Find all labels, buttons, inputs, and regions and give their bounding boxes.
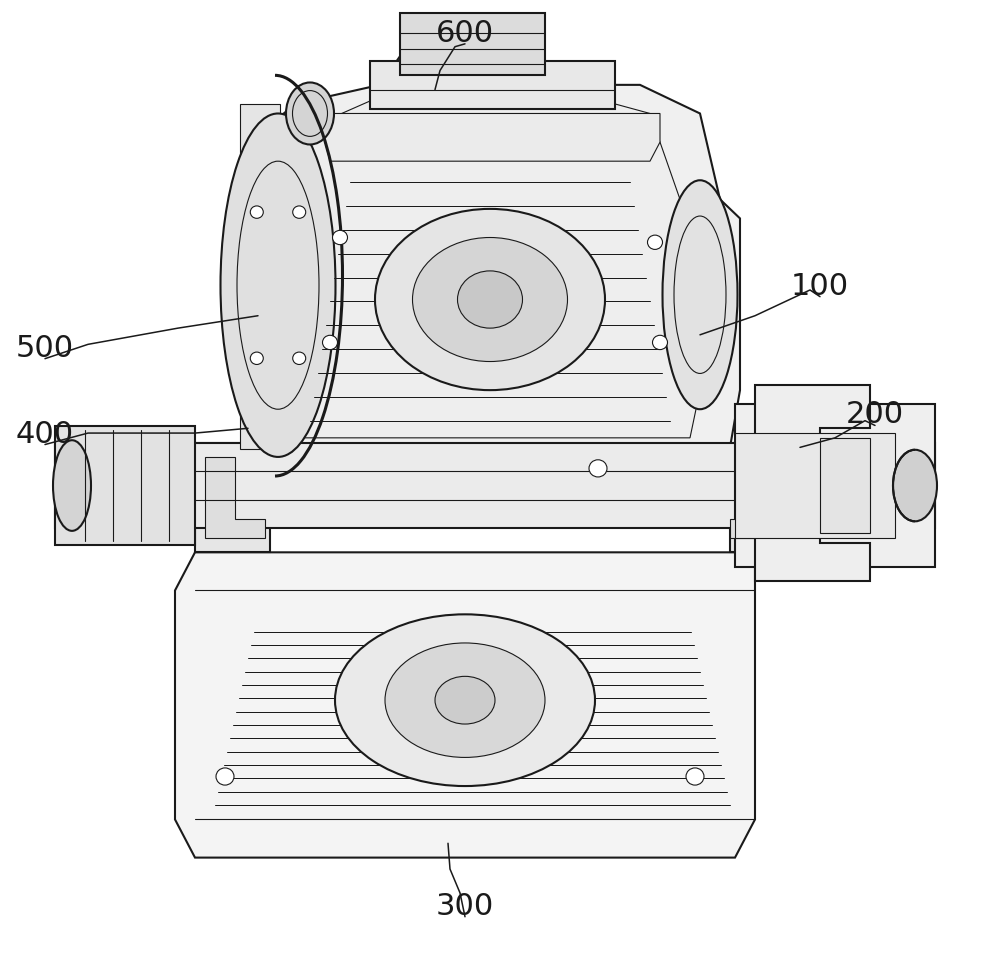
- Ellipse shape: [385, 643, 545, 758]
- Ellipse shape: [335, 615, 595, 786]
- Ellipse shape: [286, 84, 334, 146]
- Polygon shape: [755, 386, 870, 581]
- Polygon shape: [240, 57, 740, 448]
- Polygon shape: [735, 405, 935, 567]
- Ellipse shape: [250, 353, 263, 365]
- Ellipse shape: [216, 768, 234, 785]
- Polygon shape: [240, 105, 280, 450]
- Text: 500: 500: [16, 334, 74, 362]
- Ellipse shape: [53, 441, 91, 532]
- Ellipse shape: [458, 272, 522, 329]
- Polygon shape: [205, 457, 265, 538]
- Ellipse shape: [435, 677, 495, 724]
- Polygon shape: [195, 443, 270, 553]
- Ellipse shape: [250, 207, 263, 219]
- Text: 400: 400: [16, 419, 74, 448]
- Ellipse shape: [293, 207, 306, 219]
- Polygon shape: [55, 443, 935, 529]
- Ellipse shape: [662, 181, 738, 410]
- Polygon shape: [735, 434, 895, 538]
- Ellipse shape: [332, 232, 348, 246]
- Polygon shape: [55, 427, 195, 545]
- Polygon shape: [730, 457, 790, 538]
- Ellipse shape: [589, 460, 607, 477]
- Ellipse shape: [893, 451, 937, 522]
- Ellipse shape: [293, 353, 306, 365]
- Text: 600: 600: [436, 19, 494, 48]
- Polygon shape: [820, 438, 870, 534]
- Ellipse shape: [220, 114, 336, 457]
- Ellipse shape: [413, 238, 568, 362]
- Polygon shape: [370, 62, 615, 110]
- Ellipse shape: [648, 236, 662, 251]
- Polygon shape: [175, 553, 755, 858]
- Polygon shape: [730, 443, 805, 553]
- Text: 100: 100: [791, 272, 849, 300]
- Polygon shape: [320, 114, 660, 162]
- Ellipse shape: [652, 336, 668, 351]
- Polygon shape: [400, 14, 545, 76]
- Ellipse shape: [375, 210, 605, 391]
- Polygon shape: [280, 76, 700, 438]
- Ellipse shape: [322, 336, 338, 351]
- Text: 300: 300: [436, 891, 494, 920]
- Text: 200: 200: [846, 400, 904, 429]
- Ellipse shape: [686, 768, 704, 785]
